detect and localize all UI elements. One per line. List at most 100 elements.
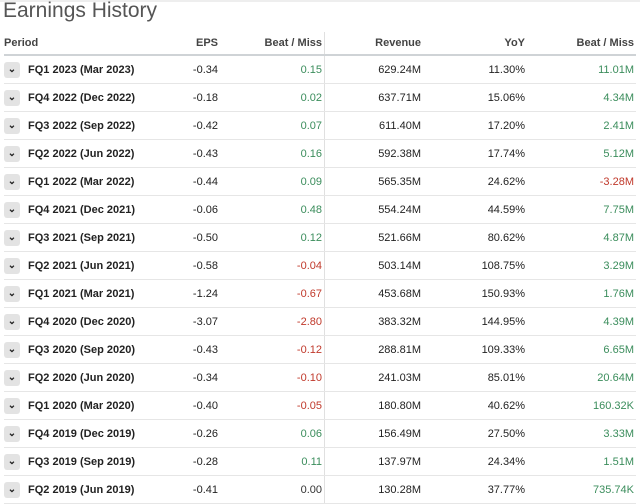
period-label: FQ3 2019 (Sep 2019) <box>28 455 136 468</box>
table-row: ⌄ FQ1 2021 (Mar 2021) -1.24 -0.67 453.68M… <box>4 279 636 308</box>
period-label: FQ3 2022 (Sep 2022) <box>28 119 136 132</box>
chevron-down-icon[interactable]: ⌄ <box>4 481 20 498</box>
eps-cell: -0.34 <box>156 55 220 84</box>
eps-cell: -3.07 <box>156 307 220 336</box>
table-row: ⌄ FQ3 2019 (Sep 2019) -0.28 0.11 137.97M … <box>4 447 636 476</box>
yoy-cell: 37.77% <box>423 475 527 504</box>
revenue-cell: 521.66M <box>324 223 423 252</box>
eps-cell: -0.44 <box>156 167 220 196</box>
yoy-cell: 150.93% <box>423 279 527 308</box>
chevron-down-icon[interactable]: ⌄ <box>4 313 20 330</box>
yoy-cell: 24.34% <box>423 447 527 476</box>
table-row: ⌄ FQ3 2022 (Sep 2022) -0.42 0.07 611.40M … <box>4 111 636 140</box>
revenue-cell: 637.71M <box>324 83 423 112</box>
chevron-down-icon[interactable]: ⌄ <box>4 201 20 218</box>
eps-cell: -0.42 <box>156 111 220 140</box>
eps-cell: -0.40 <box>156 391 220 420</box>
table-row: ⌄ FQ2 2021 (Jun 2021) -0.58 -0.04 503.14M… <box>4 251 636 280</box>
period-cell: ⌄ FQ1 2022 (Mar 2022) <box>4 167 156 196</box>
period-cell: ⌄ FQ1 2023 (Mar 2023) <box>4 55 156 84</box>
eps-beat-miss-cell: 0.06 <box>220 419 325 448</box>
yoy-cell: 15.06% <box>423 83 527 112</box>
period-cell: ⌄ FQ4 2021 (Dec 2021) <box>4 195 156 224</box>
eps-cell: -0.58 <box>156 251 220 280</box>
eps-beat-miss-cell: -0.67 <box>220 279 325 308</box>
period-cell: ⌄ FQ4 2019 (Dec 2019) <box>4 419 156 448</box>
chevron-down-icon[interactable]: ⌄ <box>4 285 20 302</box>
yoy-cell: 85.01% <box>423 363 527 392</box>
revenue-beat-miss-cell: 3.29M <box>527 251 636 280</box>
chevron-down-icon[interactable]: ⌄ <box>4 89 20 106</box>
revenue-cell: 241.03M <box>324 363 423 392</box>
eps-cell: -0.41 <box>156 475 220 504</box>
chevron-down-icon[interactable]: ⌄ <box>4 453 20 470</box>
chevron-down-icon[interactable]: ⌄ <box>4 173 20 190</box>
period-cell: ⌄ FQ2 2020 (Jun 2020) <box>4 363 156 392</box>
period-cell: ⌄ FQ4 2022 (Dec 2022) <box>4 83 156 112</box>
col-yoy[interactable]: YoY <box>423 32 527 56</box>
revenue-beat-miss-cell: 1.51M <box>527 447 636 476</box>
chevron-down-icon[interactable]: ⌄ <box>4 61 20 78</box>
eps-beat-miss-cell: 0.48 <box>220 195 325 224</box>
eps-cell: -0.34 <box>156 363 220 392</box>
table-row: ⌄ FQ3 2020 (Sep 2020) -0.43 -0.12 288.81M… <box>4 335 636 364</box>
eps-cell: -0.06 <box>156 195 220 224</box>
revenue-cell: 180.80M <box>324 391 423 420</box>
eps-beat-miss-cell: -2.80 <box>220 307 325 336</box>
period-label: FQ3 2020 (Sep 2020) <box>28 343 136 356</box>
period-cell: ⌄ FQ2 2022 (Jun 2022) <box>4 139 156 168</box>
yoy-cell: 40.62% <box>423 391 527 420</box>
chevron-down-icon[interactable]: ⌄ <box>4 257 20 274</box>
eps-beat-miss-cell: 0.00 <box>220 475 325 504</box>
eps-cell: -0.50 <box>156 223 220 252</box>
chevron-down-icon[interactable]: ⌄ <box>4 397 20 414</box>
revenue-beat-miss-cell: 6.65M <box>527 335 636 364</box>
table-row: ⌄ FQ1 2022 (Mar 2022) -0.44 0.09 565.35M … <box>4 167 636 196</box>
chevron-down-icon[interactable]: ⌄ <box>4 369 20 386</box>
chevron-down-icon[interactable]: ⌄ <box>4 229 20 246</box>
chevron-down-icon[interactable]: ⌄ <box>4 341 20 358</box>
eps-cell: -0.43 <box>156 335 220 364</box>
col-period[interactable]: Period <box>4 32 156 56</box>
chevron-down-icon[interactable]: ⌄ <box>4 145 20 162</box>
eps-cell: -0.18 <box>156 83 220 112</box>
revenue-cell: 453.68M <box>324 279 423 308</box>
eps-beat-miss-cell: -0.10 <box>220 363 325 392</box>
chevron-down-icon[interactable]: ⌄ <box>4 425 20 442</box>
revenue-cell: 592.38M <box>324 139 423 168</box>
yoy-cell: 44.59% <box>423 195 527 224</box>
chevron-down-icon[interactable]: ⌄ <box>4 117 20 134</box>
eps-beat-miss-cell: 0.09 <box>220 167 325 196</box>
col-eps[interactable]: EPS <box>156 32 220 56</box>
revenue-beat-miss-cell: 5.12M <box>527 139 636 168</box>
eps-cell: -0.43 <box>156 139 220 168</box>
revenue-cell: 137.97M <box>324 447 423 476</box>
yoy-cell: 17.20% <box>423 111 527 140</box>
revenue-beat-miss-cell: 20.64M <box>527 363 636 392</box>
table-row: ⌄ FQ2 2019 (Jun 2019) -0.41 0.00 130.28M … <box>4 475 636 504</box>
period-cell: ⌄ FQ1 2021 (Mar 2021) <box>4 279 156 308</box>
period-label: FQ1 2023 (Mar 2023) <box>28 63 135 76</box>
eps-cell: -1.24 <box>156 279 220 308</box>
period-label: FQ4 2020 (Dec 2020) <box>28 315 136 328</box>
eps-beat-miss-cell: -0.05 <box>220 391 325 420</box>
table-row: ⌄ FQ4 2021 (Dec 2021) -0.06 0.48 554.24M … <box>4 195 636 224</box>
col-revenue-beat-miss[interactable]: Beat / Miss <box>527 32 636 56</box>
period-label: FQ4 2019 (Dec 2019) <box>28 427 136 440</box>
table-row: ⌄ FQ4 2019 (Dec 2019) -0.26 0.06 156.49M … <box>4 419 636 448</box>
period-label: FQ2 2021 (Jun 2021) <box>28 259 135 272</box>
revenue-beat-miss-cell: 4.34M <box>527 83 636 112</box>
eps-cell: -0.28 <box>156 447 220 476</box>
top-border <box>0 0 640 2</box>
revenue-cell: 130.28M <box>324 475 423 504</box>
revenue-beat-miss-cell: 2.41M <box>527 111 636 140</box>
table-row: ⌄ FQ2 2020 (Jun 2020) -0.34 -0.10 241.03M… <box>4 363 636 392</box>
revenue-beat-miss-cell: 735.74K <box>527 475 636 504</box>
col-revenue[interactable]: Revenue <box>324 32 423 56</box>
period-cell: ⌄ FQ1 2020 (Mar 2020) <box>4 391 156 420</box>
period-label: FQ1 2022 (Mar 2022) <box>28 175 135 188</box>
revenue-cell: 288.81M <box>324 335 423 364</box>
yoy-cell: 144.95% <box>423 307 527 336</box>
period-label: FQ2 2022 (Jun 2022) <box>28 147 135 160</box>
col-eps-beat-miss[interactable]: Beat / Miss <box>220 32 325 56</box>
